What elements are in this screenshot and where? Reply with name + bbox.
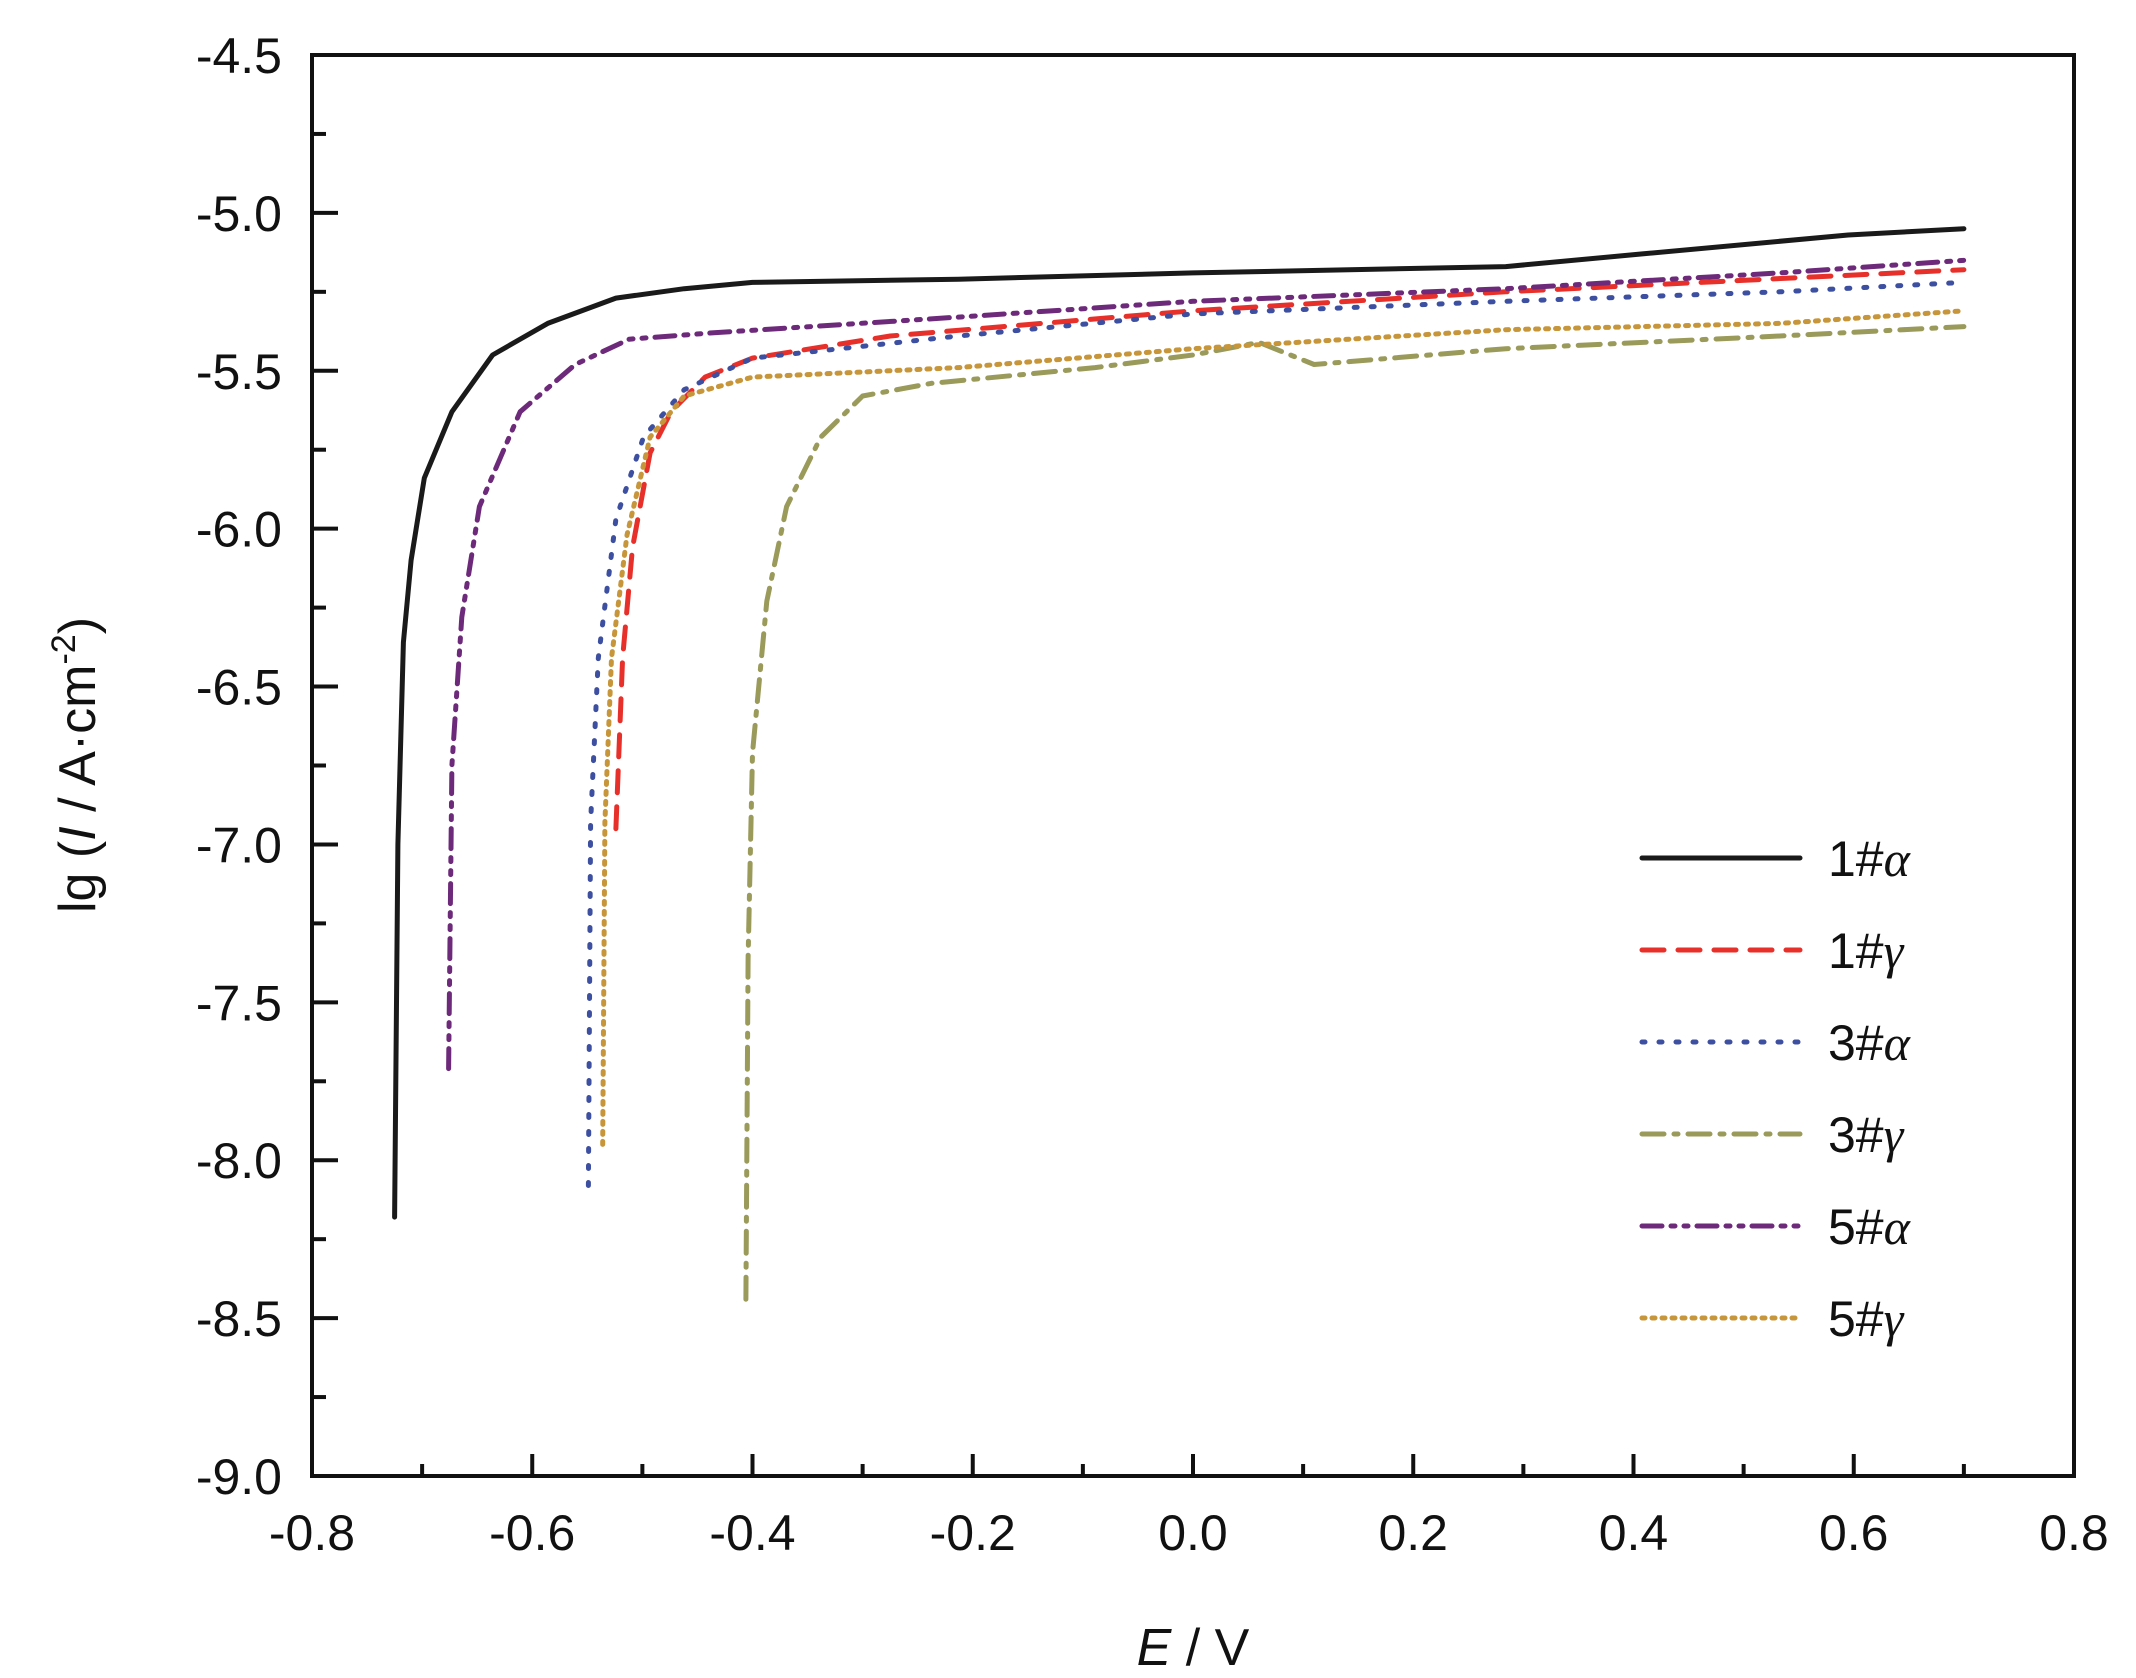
legend: 1#α1#γ3#α3#γ5#α5#γ <box>1639 831 1912 1347</box>
legend-label: 3#γ <box>1828 1107 1905 1163</box>
legend-label-name: 1# <box>1828 923 1884 979</box>
x-axis-label-unit: / V <box>1171 1619 1249 1677</box>
series-line-2 <box>585 279 1967 1188</box>
y-tick-label: -6.0 <box>196 502 282 558</box>
legend-label: 1#α <box>1828 831 1912 887</box>
y-label-mid: / A·cm <box>49 665 107 827</box>
y-tick-label: -7.5 <box>196 975 282 1031</box>
legend-label-name: 1# <box>1828 831 1884 887</box>
series-line-1 <box>613 267 1967 832</box>
legend-label: 1#γ <box>1828 923 1905 979</box>
x-tick-label: 0.4 <box>1599 1505 1669 1561</box>
x-tick-label: 0.2 <box>1378 1505 1448 1561</box>
y-label-italic: I <box>49 826 107 840</box>
x-tick-label: 0.0 <box>1158 1505 1228 1561</box>
legend-label-name: 3# <box>1828 1015 1884 1071</box>
x-axis-label: E / V <box>1137 1619 1250 1677</box>
y-tick-label: -5.0 <box>196 186 282 242</box>
legend-label-name: 3# <box>1828 1107 1884 1163</box>
y-tick-label: -8.5 <box>196 1291 282 1347</box>
legend-label: 3#α <box>1828 1015 1912 1071</box>
plot-frame <box>310 53 2076 1478</box>
x-tick-label: -0.4 <box>709 1505 795 1561</box>
y-label-sup: -2 <box>45 634 83 664</box>
series-line-0 <box>392 226 1967 1220</box>
x-tick-label: 0.8 <box>2039 1505 2109 1561</box>
legend-label-greek: γ <box>1884 1107 1905 1163</box>
legend-label: 5#α <box>1828 1199 1912 1255</box>
y-tick-label: -4.5 <box>196 28 282 84</box>
y-tick-label: -7.0 <box>196 817 282 873</box>
series-line-3 <box>743 324 1967 1302</box>
x-tick-label: -0.6 <box>489 1505 575 1561</box>
axis-ticks: -0.8 -0.6 -0.4 -0.2 0.0 0.2 0.4 0.6 0.8 -4.5 -5.0 -… <box>196 28 2109 1561</box>
series-line-4 <box>446 257 1967 1072</box>
legend-label-greek: γ <box>1884 1291 1905 1347</box>
x-tick-label: -0.8 <box>269 1505 355 1561</box>
y-tick-label: -8.0 <box>196 1133 282 1189</box>
legend-label-name: 5# <box>1828 1291 1884 1347</box>
x-tick-label: 0.6 <box>1819 1505 1889 1561</box>
legend-label-name: 5# <box>1828 1199 1884 1255</box>
legend-label-greek: γ <box>1884 923 1905 979</box>
series-line-5 <box>600 308 1967 1147</box>
legend-label-greek: α <box>1884 831 1912 887</box>
legend-label-greek: α <box>1884 1015 1912 1071</box>
y-tick-label: -9.0 <box>196 1449 282 1505</box>
legend-label: 5#γ <box>1828 1291 1905 1347</box>
x-axis-label-italic: E <box>1137 1619 1173 1677</box>
x-tick-label: -0.2 <box>930 1505 1016 1561</box>
y-label-post: ) <box>49 617 107 634</box>
legend-label-greek: α <box>1884 1199 1912 1255</box>
y-tick-label: -6.5 <box>196 660 282 716</box>
series-layer <box>392 226 1967 1302</box>
y-axis-label: lg (I / A·cm-2) <box>45 617 107 913</box>
y-label-pre: lg ( <box>49 840 107 913</box>
y-tick-label: -5.5 <box>196 344 282 400</box>
